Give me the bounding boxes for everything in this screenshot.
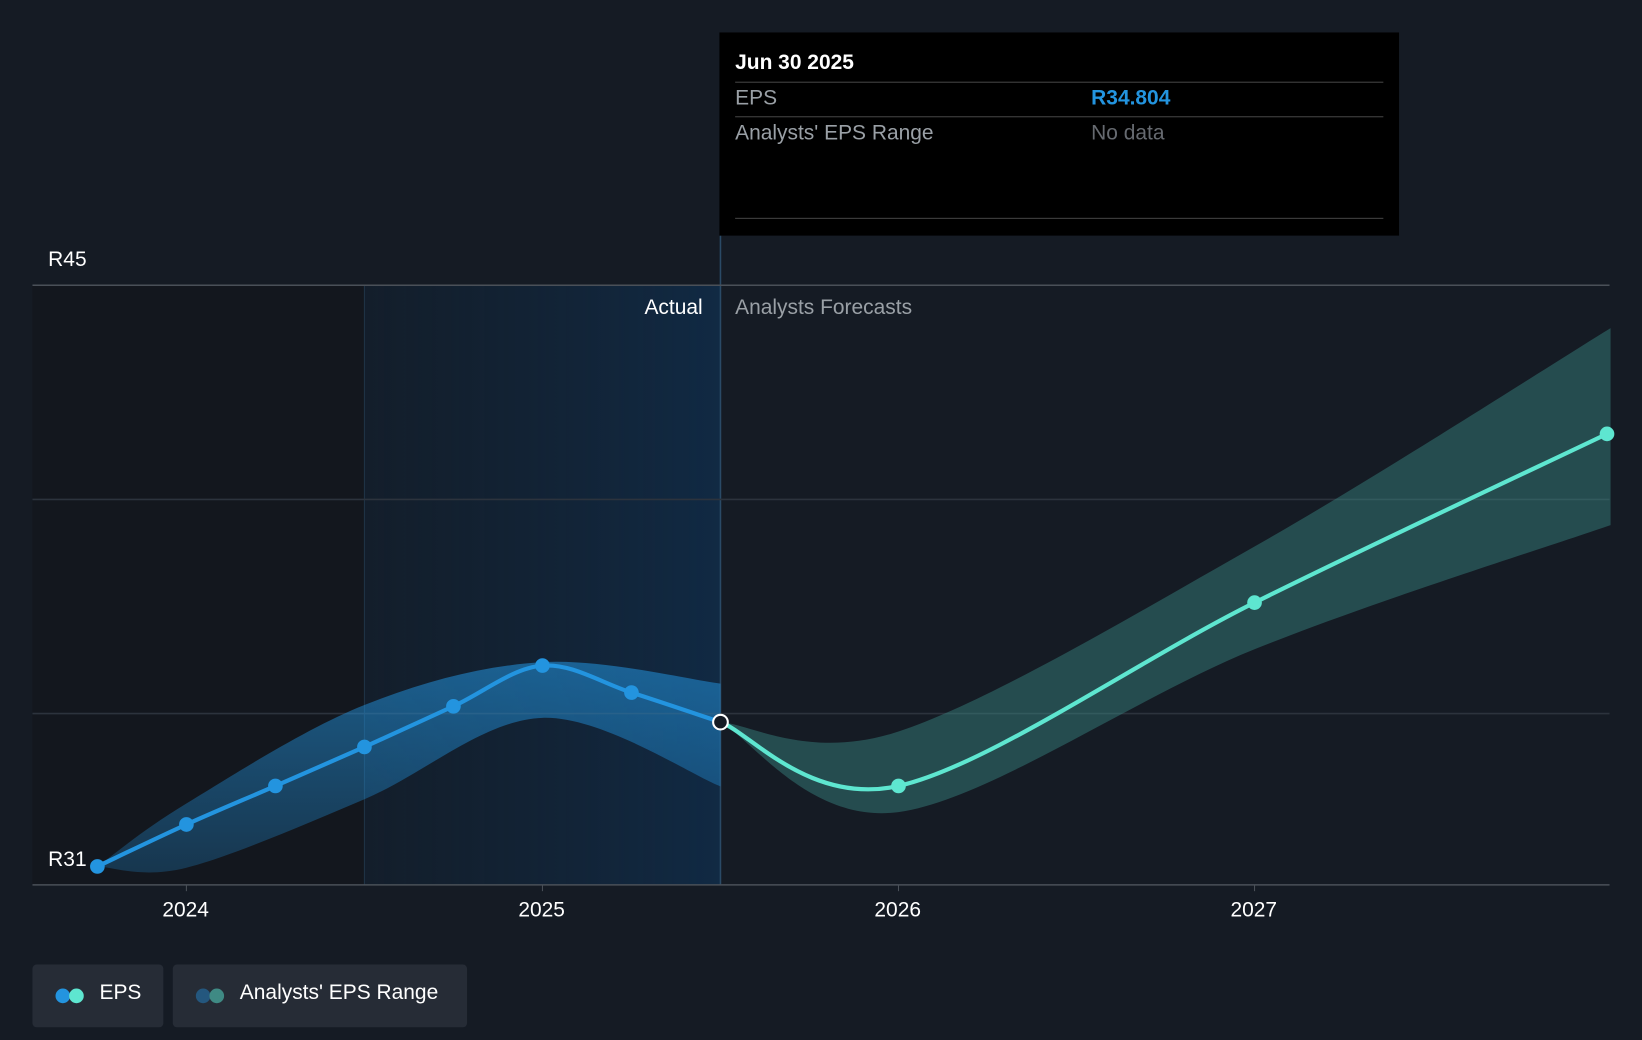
y-tick-label: R45 — [48, 248, 87, 272]
eps-point — [891, 778, 906, 794]
eps-line — [95, 663, 723, 869]
legend-label: EPS — [99, 981, 142, 1005]
x-tick-label: 2025 — [518, 898, 565, 922]
tooltip: Jun 30 2025 EPS R34.804 Analysts' EPS Ra… — [719, 32, 1400, 236]
legend-eps[interactable]: EPS — [32, 964, 164, 1028]
y-tick-label: R31 — [48, 848, 87, 872]
eps-point — [1599, 426, 1615, 442]
eps-point — [446, 698, 461, 714]
tooltip-row-range: Analysts' EPS Range No data — [735, 116, 1384, 151]
x-tick-label: 2024 — [162, 898, 209, 922]
eps-range-band — [720, 328, 1611, 814]
region-label-actual: Actual — [644, 296, 703, 320]
tooltip-label: EPS — [735, 86, 778, 110]
eps-line — [718, 431, 1610, 792]
eps-dot-icon — [55, 988, 71, 1004]
highlight-region — [364, 284, 721, 885]
region-label-forecast: Analysts Forecasts — [735, 296, 913, 320]
eps-dot-icon — [69, 988, 84, 1004]
eps-point — [268, 778, 283, 794]
eps-point — [357, 739, 372, 755]
eps-point — [624, 685, 639, 700]
tooltip-value: R34.804 — [1091, 86, 1171, 110]
eps-point — [90, 859, 105, 874]
eps-range-band — [97, 661, 721, 873]
range-dot-icon — [195, 988, 211, 1004]
range-dot-icon — [209, 988, 225, 1004]
legend-label: Analysts' EPS Range — [239, 981, 439, 1005]
eps-point — [1247, 595, 1262, 610]
hover-point — [712, 713, 729, 731]
legend-range[interactable]: Analysts' EPS Range — [172, 964, 468, 1028]
eps-point — [179, 817, 194, 832]
x-tick-label: 2026 — [874, 898, 922, 922]
x-tick-label: 2027 — [1230, 898, 1278, 922]
tooltip-date: Jun 30 2025 — [735, 51, 854, 75]
tooltip-row-eps: EPS R34.804 — [735, 81, 1384, 117]
tooltip-value: No data — [1091, 121, 1165, 145]
tooltip-label: Analysts' EPS Range — [735, 121, 934, 145]
eps-point — [535, 658, 550, 673]
tooltip-divider — [735, 217, 1384, 219]
